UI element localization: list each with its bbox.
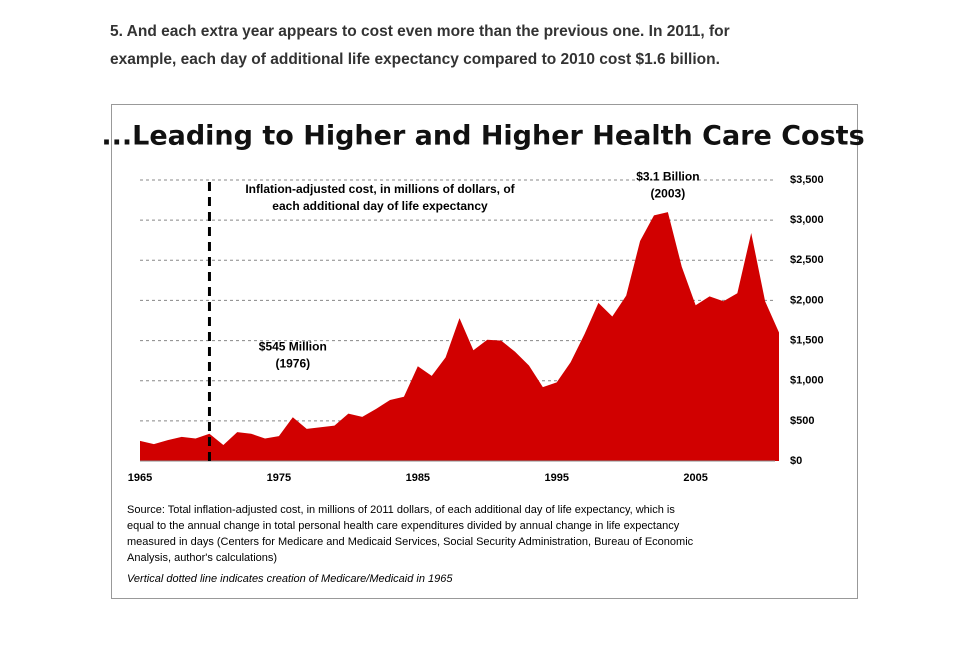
- x-tick-label: 1965: [128, 472, 152, 484]
- y-tick-label: $3,000: [790, 214, 824, 226]
- source: measured in days (Centers for Medicare a…: [127, 536, 694, 548]
- annotation: $545 Million: [259, 339, 327, 353]
- subtitle: Inflation-adjusted cost, in millions of …: [245, 182, 515, 196]
- subtitle: each additional day of life expectancy: [272, 199, 488, 213]
- x-tick-label: 1975: [267, 472, 291, 484]
- heading: example, each day of additional life exp…: [110, 51, 720, 68]
- x-tick-label: 1995: [544, 472, 568, 484]
- y-tick-label: $3,500: [790, 174, 824, 186]
- source: Analysis, author's calculations): [127, 552, 277, 564]
- annotation: (2003): [651, 186, 686, 200]
- y-tick-label: $2,500: [790, 254, 824, 266]
- y-tick-label: $500: [790, 415, 814, 427]
- note: Vertical dotted line indicates creation …: [127, 573, 453, 585]
- annotation: $3.1 Billion: [636, 169, 699, 183]
- x-tick-label: 2005: [683, 472, 707, 484]
- source: equal to the annual change in total pers…: [127, 520, 680, 532]
- x-tick-label: 1985: [406, 472, 430, 484]
- y-tick-label: $1,500: [790, 334, 824, 346]
- y-tick-label: $1,000: [790, 375, 824, 387]
- y-tick-label: $2,000: [790, 294, 824, 306]
- y-tick-label: $0: [790, 455, 802, 467]
- area: [140, 212, 779, 461]
- heading: 5. And each extra year appears to cost e…: [110, 23, 730, 40]
- source: Source: Total inflation-adjusted cost, i…: [127, 504, 675, 516]
- chart-title: ...Leading to Higher and Higher Health C…: [101, 121, 864, 152]
- annotation: (1976): [275, 356, 310, 370]
